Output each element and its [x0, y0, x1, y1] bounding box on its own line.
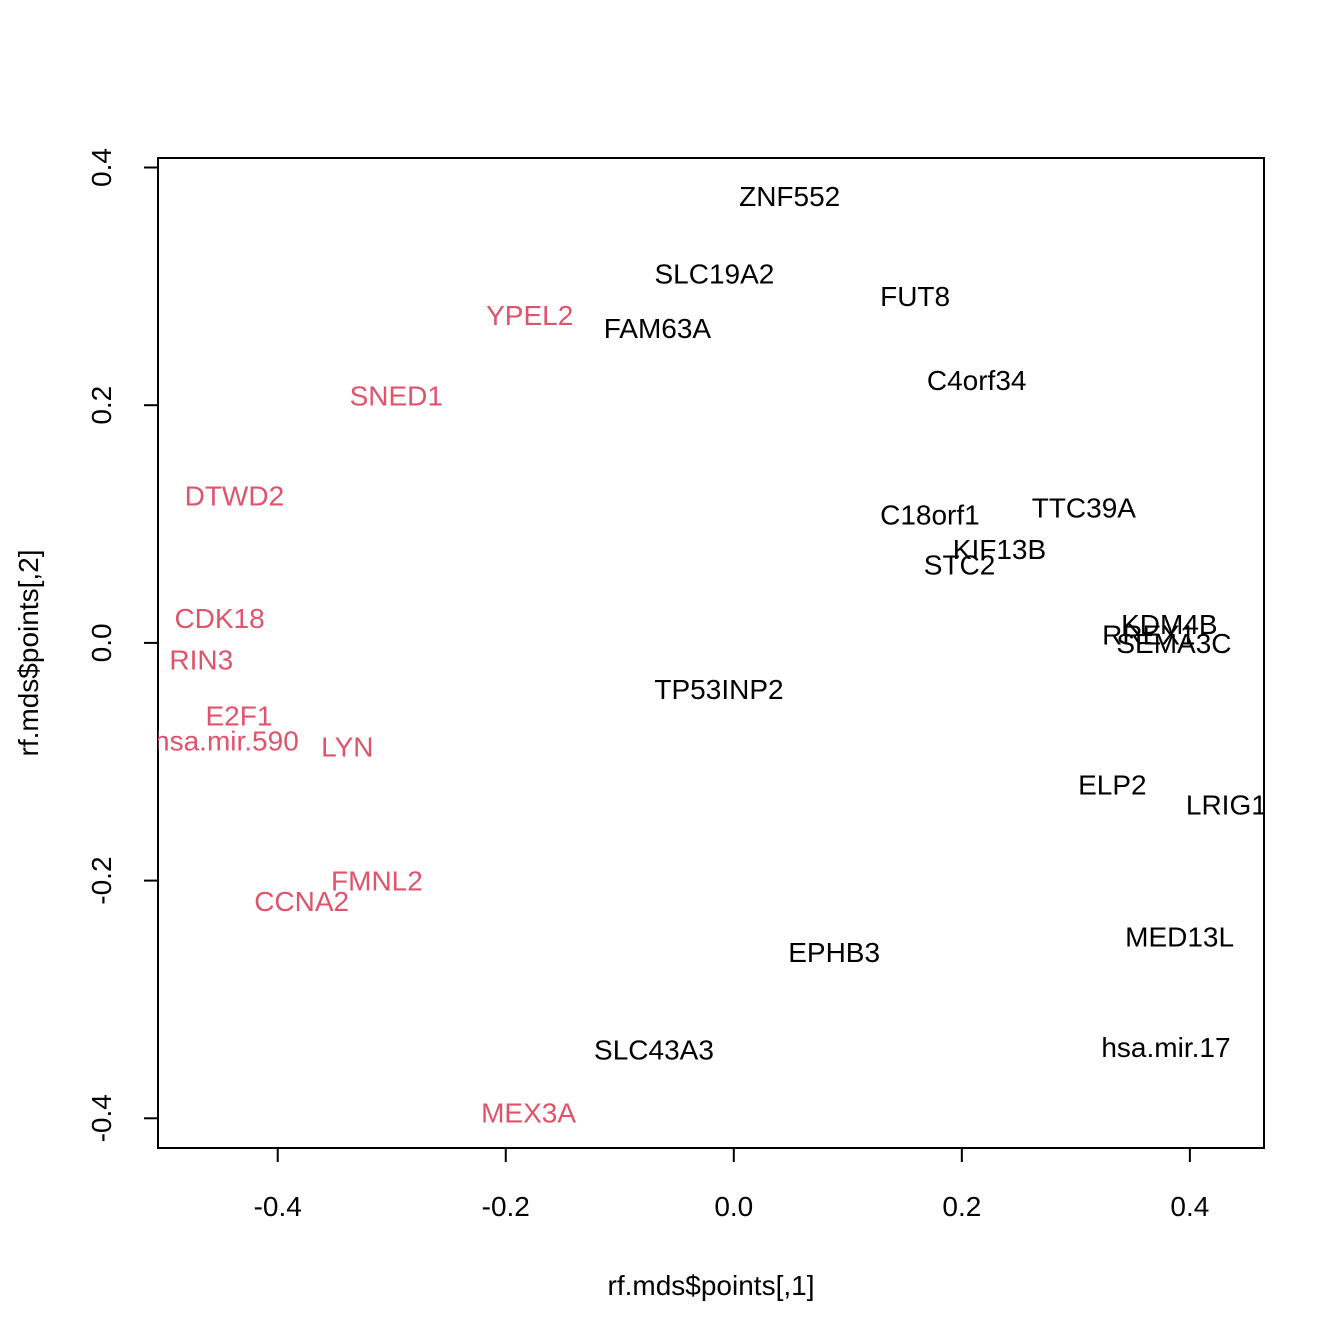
x-axis-title: rf.mds$points[,1] — [608, 1270, 815, 1301]
point-label: C18orf1 — [880, 500, 980, 531]
point-label: hsa.mir.590 — [154, 725, 299, 756]
point-label: RREX1 — [1102, 620, 1195, 651]
point-label: LYN — [321, 731, 373, 762]
y-tick-label: 0.2 — [86, 386, 117, 425]
point-label: hsa.mir.17 — [1101, 1032, 1230, 1063]
point-label: LRIG1 — [1186, 790, 1267, 821]
point-label: FUT8 — [880, 281, 950, 312]
y-axis: -0.4 -0.2 0.0 0.2 0.4 — [86, 148, 159, 1142]
point-label: MED13L — [1125, 921, 1234, 952]
point-label: RIN3 — [169, 645, 233, 676]
plot-frame — [157, 157, 1265, 1149]
point-label: TTC39A — [1032, 492, 1137, 523]
point-label: KIF13B — [953, 534, 1046, 565]
y-tick-label: 0.4 — [86, 148, 117, 187]
x-tick-label: -0.2 — [482, 1191, 530, 1222]
point-label: SLC43A3 — [594, 1034, 714, 1065]
point-label: C4orf34 — [927, 365, 1027, 396]
point-label: YPEL2 — [486, 300, 573, 331]
x-tick-label: 0.2 — [942, 1191, 981, 1222]
y-axis-title: rf.mds$points[,2] — [13, 550, 44, 757]
x-tick-label: 0.0 — [714, 1191, 753, 1222]
point-label: SEMA3C — [1116, 628, 1231, 659]
point-label: FAM63A — [604, 313, 712, 344]
x-axis: -0.4 -0.2 0.0 0.2 0.4 — [254, 1147, 1209, 1222]
point-label: DTWD2 — [185, 481, 285, 512]
point-label: ZNF552 — [739, 181, 840, 212]
point-label: SNED1 — [350, 381, 443, 412]
y-tick-label: 0.0 — [86, 623, 117, 662]
point-label: MEX3A — [481, 1097, 576, 1128]
point-label: SLC19A2 — [654, 258, 774, 289]
x-tick-label: 0.4 — [1170, 1191, 1209, 1222]
x-tick-label: -0.4 — [254, 1191, 302, 1222]
point-label: FMNL2 — [331, 866, 423, 897]
point-label: STC2 — [924, 549, 996, 580]
point-label: E2F1 — [205, 700, 272, 731]
point-label: ELP2 — [1078, 769, 1147, 800]
y-tick-label: -0.4 — [86, 1094, 117, 1142]
point-label: TP53INP2 — [654, 674, 783, 705]
point-label: KDM4B — [1121, 609, 1217, 640]
point-labels: ZNF552 SLC19A2 FUT8 FAM63A C4orf34 TTC39A C18o… — [154, 181, 1267, 1128]
y-tick-label: -0.2 — [86, 856, 117, 904]
point-label: EPHB3 — [788, 937, 880, 968]
point-label: CCNA2 — [254, 886, 349, 917]
point-label: CDK18 — [174, 603, 264, 634]
